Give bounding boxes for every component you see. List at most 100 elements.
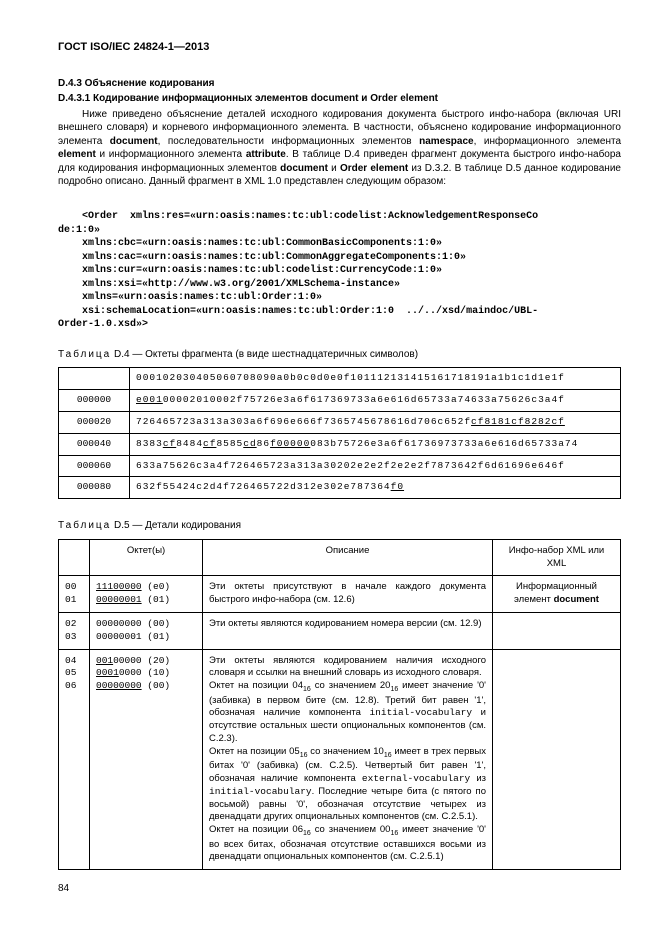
- d5-caption-sp: Таблица: [58, 520, 111, 531]
- o-s: (01): [142, 594, 171, 605]
- d5-desc: Эти октеты являются кодированием наличия…: [203, 649, 493, 870]
- p1-t6: и: [328, 163, 340, 174]
- m: external-vocabulary: [362, 773, 470, 784]
- table-row: 02 03 00000000 (00) 00000001 (01) Эти ок…: [59, 612, 621, 649]
- hex-data: 633a75626c3a4f726465723a313a30202e2e2f2e…: [130, 455, 621, 477]
- hex-t: 8484: [176, 438, 203, 449]
- hex-data: 8383cf8484cf8585cd86f00000083b75726e3a6f…: [130, 433, 621, 455]
- table-row: 000000 e00100002010002f75726e3a6f6173697…: [59, 390, 621, 412]
- o-s: 00000 (20): [113, 655, 170, 666]
- d5-h3: Описание: [203, 539, 493, 576]
- sub: 16: [303, 686, 311, 693]
- table-header-row: Октет(ы) Описание Инфо-набор XML или XML: [59, 539, 621, 576]
- hex-t: 633a75626c3a4f726465723a313a30202e2e2f2e…: [136, 460, 565, 471]
- d5-h4: Инфо-набор XML или XML: [493, 539, 621, 576]
- t: Октет на позиции 04: [209, 680, 303, 691]
- hex-data: 726465723a313a303a6f696e666f736574567861…: [130, 411, 621, 433]
- d4-caption-rest: D.4 — Октеты фрагмента (в виде шестнадца…: [111, 349, 418, 360]
- table-d4: 000102030405060708090a0b0c0d0e0f10111213…: [58, 367, 621, 499]
- hex-t: 083b75726e3a6f61736973733a6e616d65733a74: [310, 438, 578, 449]
- t: Октет на позиции 05: [209, 746, 300, 757]
- hex-offset: 000020: [59, 411, 130, 433]
- d4-caption-sp: Таблица: [58, 349, 111, 360]
- o: 00000001 (01): [96, 631, 196, 644]
- code-l1b: de:1:0»: [58, 224, 100, 238]
- sub: 16: [384, 752, 392, 759]
- d5-info: Информационный элемент document: [493, 576, 621, 613]
- table-d5: Октет(ы) Описание Инфо-набор XML или XML…: [58, 539, 621, 870]
- table-row: 000020 726465723a313a303a6f696e666f73657…: [59, 411, 621, 433]
- code-l7: xsi:schemaLocation=«urn:oasis:names:tc:u…: [82, 306, 538, 317]
- t: из: [470, 773, 486, 784]
- o-u: 0001: [96, 667, 119, 678]
- code-l3: xmlns:cac=«urn:oasis:names:tc:ubl:Common…: [82, 252, 466, 263]
- table-row: 04 05 06 00100000 (20) 00010000 (10) 000…: [59, 649, 621, 870]
- d5-octs: 00000000 (00) 00000001 (01): [90, 612, 203, 649]
- table-d4-caption: Таблица D.4 — Октеты фрагмента (в виде ш…: [58, 348, 621, 362]
- m: initial-vocabulary: [209, 786, 312, 797]
- p1-b3: element: [58, 149, 96, 160]
- n: 06: [65, 680, 83, 693]
- d5-caption-rest: D.5 — Детали кодирования: [111, 520, 241, 531]
- d5-h1: [59, 539, 90, 576]
- n: 03: [65, 631, 83, 644]
- table-row: 000040 8383cf8484cf8585cd86f00000083b757…: [59, 433, 621, 455]
- hex-t: 8383: [136, 438, 163, 449]
- hex-header: 000102030405060708090a0b0c0d0e0f10111213…: [130, 368, 621, 390]
- d5-desc: Эти октеты присутствуют в начале каждого…: [203, 576, 493, 613]
- d5-octs: 11100000 (e0) 00000001 (01): [90, 576, 203, 613]
- hex-t: 00002010002f75726e3a6f617369733a6e616d65…: [163, 394, 565, 405]
- p1-t4: и информационного элемента: [96, 149, 246, 160]
- d5-info: [493, 649, 621, 870]
- hex-t: 8585: [216, 438, 243, 449]
- t: со значением 00: [311, 824, 391, 835]
- d5-desc: Эти октеты являются кодированием номера …: [203, 612, 493, 649]
- hex-offset: 000060: [59, 455, 130, 477]
- n: 01: [65, 594, 83, 607]
- p1-b6: Order element: [340, 163, 408, 174]
- o-s: 0000 (10): [119, 667, 170, 678]
- p1-b1: document: [110, 136, 158, 147]
- o-s: (e0): [142, 581, 171, 592]
- hex-u: e001: [136, 394, 163, 405]
- p1-b2: namespace: [419, 136, 473, 147]
- dp: Октет на позиции 0416 со значением 2016 …: [209, 680, 486, 746]
- page-number: 84: [58, 882, 621, 896]
- hex-u: cf8181cf8282cf: [471, 416, 565, 427]
- n: 00: [65, 581, 83, 594]
- hex-u: cf: [163, 438, 176, 449]
- o-u: 001: [96, 655, 113, 666]
- dp: Октет на позиции 0516 со значением 1016 …: [209, 746, 486, 824]
- hex-offset: 000000: [59, 390, 130, 412]
- hex-data: e00100002010002f75726e3a6f617369733a6e61…: [130, 390, 621, 412]
- xml-code-block: <Order xmlns:res=«urn:oasis:names:tc:ubl…: [82, 197, 621, 332]
- hex-data: 632f55424c2d4f726465722d312e302e787364f0: [130, 477, 621, 499]
- t: Октет на позиции 06: [209, 824, 303, 835]
- p1-t3: , информационного элемента: [474, 136, 621, 147]
- table-row: 000060 633a75626c3a4f726465723a313a30202…: [59, 455, 621, 477]
- code-l4: xmlns:cur=«urn:oasis:names:tc:ubl:codeli…: [82, 265, 442, 276]
- table-row: 000102030405060708090a0b0c0d0e0f10111213…: [59, 368, 621, 390]
- sub: 16: [303, 830, 311, 837]
- dp: Эти октеты являются кодированием наличия…: [209, 655, 486, 681]
- p1-t2: , последовательности информационных элем…: [158, 136, 420, 147]
- code-l8: Order-1.0.xsd»>: [58, 318, 148, 332]
- d5-nums: 04 05 06: [59, 649, 90, 870]
- hex-offset: 000080: [59, 477, 130, 499]
- intro-paragraph: Ниже приведено объяснение деталей исходн…: [58, 108, 621, 189]
- o-u: 00000001: [96, 594, 142, 605]
- d5-nums: 02 03: [59, 612, 90, 649]
- table-row: 00 01 11100000 (e0) 00000001 (01) Эти ок…: [59, 576, 621, 613]
- o: 00000000 (00): [96, 618, 196, 631]
- doc-standard-header: ГОСТ ISO/IEC 24824-1—2013: [58, 40, 621, 55]
- hex-u: f0: [391, 481, 404, 492]
- t: со значением 10: [307, 746, 383, 757]
- code-l5: xmlns:xsi=«http://www.w3.org/2001/XMLSch…: [82, 279, 400, 290]
- d5-nums: 00 01: [59, 576, 90, 613]
- table-d5-caption: Таблица D.5 — Детали кодирования: [58, 519, 621, 533]
- p1-b4: attribute: [246, 149, 286, 160]
- hex-u: cf: [203, 438, 216, 449]
- hex-offset-blank: [59, 368, 130, 390]
- hex-u: f00000: [270, 438, 310, 449]
- table-row: 000080 632f55424c2d4f726465722d312e302e7…: [59, 477, 621, 499]
